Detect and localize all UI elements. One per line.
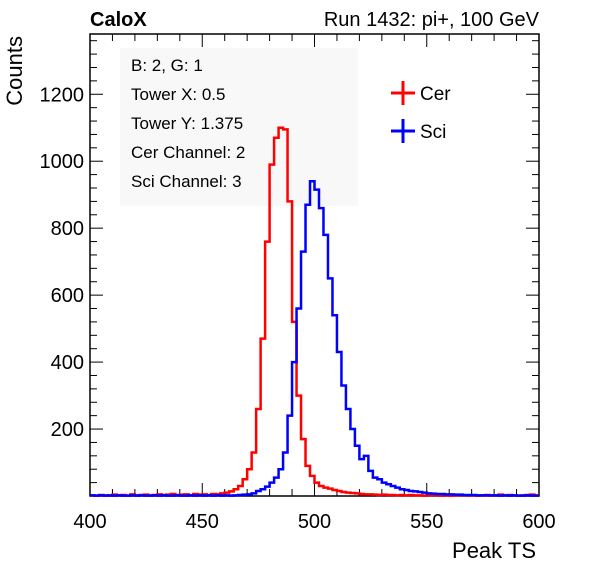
info-box bbox=[120, 48, 358, 206]
x-tick-label: 550 bbox=[410, 511, 443, 533]
x-tick-label: 400 bbox=[73, 511, 106, 533]
y-tick-label: 1000 bbox=[40, 151, 85, 173]
info-line: Cer Channel: 2 bbox=[131, 143, 245, 162]
x-tick-label: 600 bbox=[522, 511, 555, 533]
legend-label: Sci bbox=[420, 122, 446, 143]
legend-label: Cer bbox=[420, 84, 451, 105]
header-left-label: CaloX bbox=[90, 9, 147, 31]
info-line: Sci Channel: 3 bbox=[131, 172, 242, 191]
y-axis-title: Counts bbox=[2, 36, 27, 106]
info-line: B: 2, G: 1 bbox=[131, 56, 203, 75]
legend: Cer Sci bbox=[391, 81, 451, 143]
x-tick-label: 450 bbox=[186, 511, 219, 533]
info-line: Tower Y: 1.375 bbox=[131, 114, 243, 133]
axis-ticks: 400 450 500 550 600 200 400 600 800 1000 1200 bbox=[40, 34, 556, 533]
x-tick-label: 500 bbox=[298, 511, 331, 533]
y-tick-label: 600 bbox=[51, 285, 84, 307]
info-line: Tower X: 0.5 bbox=[131, 85, 226, 104]
y-tick-label: 400 bbox=[51, 352, 84, 374]
series-line-sci bbox=[90, 180, 539, 497]
x-axis-title: Peak TS bbox=[452, 538, 536, 563]
y-tick-label: 1200 bbox=[40, 84, 85, 106]
header-right-label: Run 1432: pi+, 100 GeV bbox=[324, 9, 540, 31]
y-tick-label: 800 bbox=[51, 218, 84, 240]
series-layer bbox=[90, 126, 539, 497]
info-box-lines: B: 2, G: 1 Tower X: 0.5 Tower Y: 1.375 Cer … bbox=[131, 56, 245, 191]
y-tick-label: 200 bbox=[51, 419, 84, 441]
